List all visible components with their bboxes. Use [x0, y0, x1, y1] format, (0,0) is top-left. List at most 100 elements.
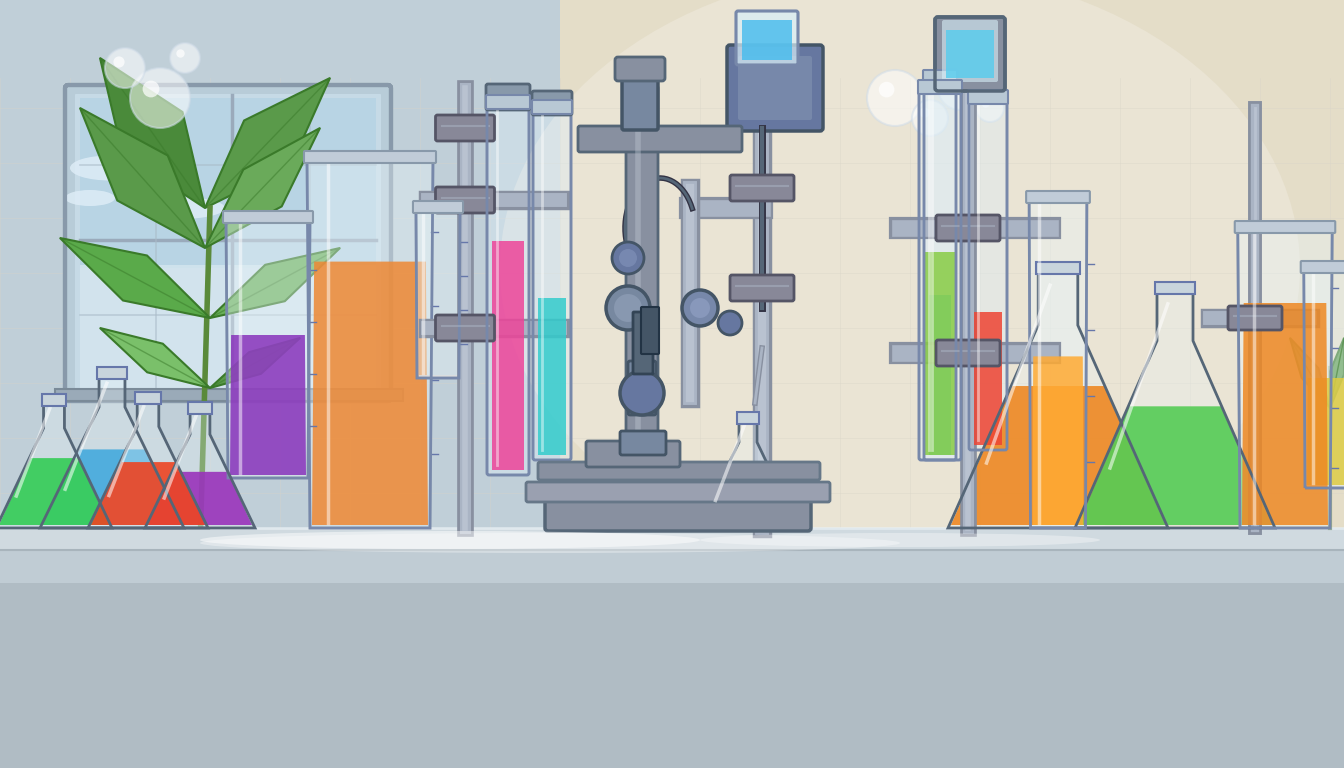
Circle shape — [620, 371, 664, 415]
Ellipse shape — [700, 533, 1099, 547]
Circle shape — [982, 100, 989, 108]
Bar — [0, 583, 1344, 768]
FancyBboxPatch shape — [969, 96, 1007, 450]
Polygon shape — [210, 338, 300, 388]
FancyBboxPatch shape — [435, 187, 495, 213]
Circle shape — [169, 43, 200, 73]
FancyBboxPatch shape — [304, 151, 435, 163]
Circle shape — [879, 81, 895, 98]
FancyBboxPatch shape — [730, 275, 794, 301]
FancyBboxPatch shape — [1235, 221, 1335, 233]
Ellipse shape — [200, 531, 700, 549]
Polygon shape — [40, 373, 184, 528]
Circle shape — [689, 298, 710, 318]
Bar — [925, 251, 956, 455]
Polygon shape — [952, 386, 1165, 525]
Circle shape — [614, 294, 642, 322]
FancyBboxPatch shape — [435, 315, 495, 341]
FancyBboxPatch shape — [633, 312, 653, 374]
Polygon shape — [145, 408, 255, 528]
FancyBboxPatch shape — [737, 11, 798, 65]
Polygon shape — [99, 58, 206, 208]
FancyBboxPatch shape — [919, 86, 961, 460]
Ellipse shape — [134, 197, 224, 219]
Polygon shape — [0, 400, 112, 528]
Circle shape — [612, 242, 644, 274]
Polygon shape — [43, 449, 181, 525]
Polygon shape — [1078, 406, 1271, 525]
FancyBboxPatch shape — [628, 361, 656, 415]
Circle shape — [113, 56, 125, 68]
Circle shape — [142, 81, 160, 98]
Bar — [42, 394, 66, 406]
Bar — [737, 412, 759, 424]
Polygon shape — [698, 418, 798, 528]
Bar — [538, 297, 566, 455]
Bar — [81, 265, 376, 390]
Ellipse shape — [65, 190, 116, 206]
Polygon shape — [419, 375, 457, 378]
Bar — [1154, 282, 1195, 294]
Polygon shape — [206, 78, 331, 208]
FancyBboxPatch shape — [487, 95, 530, 109]
FancyBboxPatch shape — [538, 462, 820, 480]
Circle shape — [948, 75, 960, 88]
Bar — [136, 392, 161, 404]
FancyBboxPatch shape — [925, 76, 956, 460]
FancyBboxPatch shape — [942, 20, 999, 82]
Circle shape — [620, 249, 637, 267]
FancyBboxPatch shape — [923, 70, 957, 84]
FancyBboxPatch shape — [622, 71, 659, 130]
FancyBboxPatch shape — [546, 497, 810, 531]
FancyBboxPatch shape — [626, 86, 659, 450]
Bar — [97, 367, 126, 379]
Bar — [55, 389, 403, 401]
Bar — [492, 240, 524, 470]
Polygon shape — [230, 335, 306, 475]
FancyBboxPatch shape — [526, 482, 831, 502]
Polygon shape — [60, 238, 210, 318]
FancyBboxPatch shape — [1025, 191, 1090, 203]
FancyBboxPatch shape — [616, 57, 665, 81]
Circle shape — [130, 68, 190, 128]
FancyBboxPatch shape — [487, 101, 530, 475]
Polygon shape — [99, 328, 210, 388]
FancyBboxPatch shape — [730, 175, 794, 201]
Polygon shape — [312, 262, 427, 525]
Polygon shape — [1331, 338, 1344, 408]
Polygon shape — [702, 494, 796, 525]
Polygon shape — [1304, 268, 1344, 488]
Circle shape — [976, 94, 1004, 122]
FancyBboxPatch shape — [968, 90, 1008, 104]
FancyBboxPatch shape — [65, 85, 391, 401]
Polygon shape — [1238, 228, 1332, 528]
FancyBboxPatch shape — [487, 84, 530, 110]
Bar — [742, 20, 792, 60]
Polygon shape — [87, 398, 208, 528]
FancyBboxPatch shape — [578, 126, 742, 152]
FancyBboxPatch shape — [223, 211, 313, 223]
FancyBboxPatch shape — [75, 94, 380, 391]
Circle shape — [867, 70, 923, 126]
Bar — [0, 528, 1344, 550]
FancyBboxPatch shape — [935, 340, 1000, 366]
Polygon shape — [1032, 356, 1083, 525]
FancyBboxPatch shape — [1301, 261, 1344, 273]
Polygon shape — [1290, 338, 1331, 408]
Polygon shape — [81, 108, 206, 248]
Polygon shape — [206, 128, 320, 248]
Polygon shape — [0, 0, 560, 768]
Polygon shape — [1030, 198, 1087, 528]
Polygon shape — [1075, 288, 1275, 528]
Circle shape — [681, 290, 718, 326]
FancyBboxPatch shape — [935, 215, 1000, 241]
Ellipse shape — [200, 533, 900, 553]
Polygon shape — [560, 0, 1344, 768]
Bar — [1036, 262, 1079, 274]
FancyBboxPatch shape — [435, 115, 495, 141]
FancyBboxPatch shape — [641, 307, 659, 354]
Bar — [974, 312, 1003, 445]
FancyBboxPatch shape — [413, 201, 464, 213]
Polygon shape — [1242, 303, 1328, 525]
FancyBboxPatch shape — [727, 45, 823, 131]
